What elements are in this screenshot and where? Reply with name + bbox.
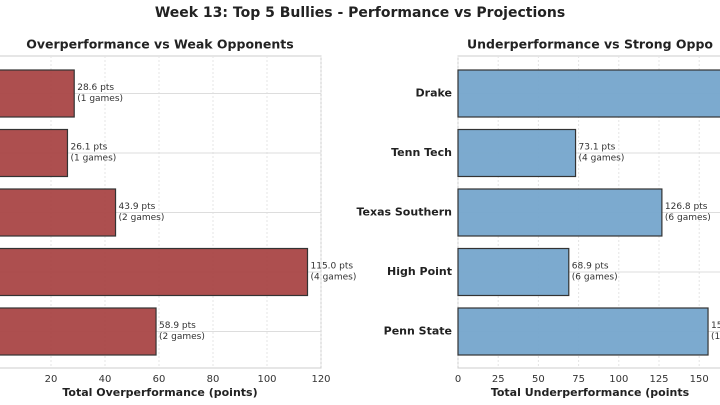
value-label: 58.9 pts <box>159 321 196 331</box>
value-label: 115.0 pts <box>311 262 354 272</box>
x-tick-label: 0 <box>455 374 461 385</box>
x-tick-label: 20 <box>45 374 58 385</box>
bar <box>0 307 157 356</box>
bar <box>457 307 709 356</box>
subplot-title: Underperformance vs Strong Oppo <box>467 37 713 52</box>
x-tick-label: 60 <box>153 374 166 385</box>
value-label: 15 <box>711 321 720 331</box>
value-label: 73.1 pts <box>579 143 616 153</box>
games-label: (2 games) <box>159 332 205 342</box>
y-tick-label: Tenn Tech <box>391 146 452 159</box>
x-tick-label: 125 <box>649 374 668 385</box>
games-label: (6 games) <box>665 213 711 223</box>
x-tick-label: 40 <box>99 374 112 385</box>
games-label: (4 games) <box>579 154 625 164</box>
bar <box>457 188 663 237</box>
bar <box>0 69 75 118</box>
games-label: (2 games) <box>119 213 165 223</box>
x-tick-label: 100 <box>257 374 276 385</box>
bar <box>0 188 117 237</box>
value-label: 68.9 pts <box>572 262 609 272</box>
y-tick-label: High Point <box>387 265 452 278</box>
games-label: (1 games) <box>70 154 116 164</box>
x-tick-label: 75 <box>572 374 585 385</box>
games-label: (4 games) <box>311 273 357 283</box>
value-label: 26.1 pts <box>70 143 107 153</box>
bar <box>457 69 720 118</box>
y-tick-label: Drake <box>416 87 452 100</box>
x-tick-label: 120 <box>311 374 330 385</box>
games-label: (6 games) <box>572 273 618 283</box>
x-tick-label: 150 <box>690 374 709 385</box>
value-label: 126.8 pts <box>665 202 708 212</box>
figure-title: Week 13: Top 5 Bullies - Performance vs … <box>155 5 565 21</box>
games-label: (1 games) <box>77 94 123 104</box>
x-tick-label: 100 <box>609 374 628 385</box>
bar <box>0 247 309 297</box>
games-label: (15 <box>711 332 720 342</box>
bar <box>457 128 577 178</box>
subplot-title: Overperformance vs Weak Opponents <box>26 37 293 52</box>
y-tick-label: Penn State <box>384 325 452 338</box>
value-label: 43.9 pts <box>119 202 156 212</box>
bar <box>457 247 570 297</box>
bar <box>0 128 69 178</box>
y-tick-label: Texas Southern <box>356 206 452 219</box>
value-label: 28.6 pts <box>77 83 114 93</box>
x-axis-label: Total Overperformance (points) <box>62 386 257 399</box>
x-tick-label: 25 <box>492 374 505 385</box>
x-axis-label: Total Underperformance (points <box>491 386 690 399</box>
x-tick-label: 50 <box>532 374 545 385</box>
x-tick-label: 80 <box>207 374 220 385</box>
